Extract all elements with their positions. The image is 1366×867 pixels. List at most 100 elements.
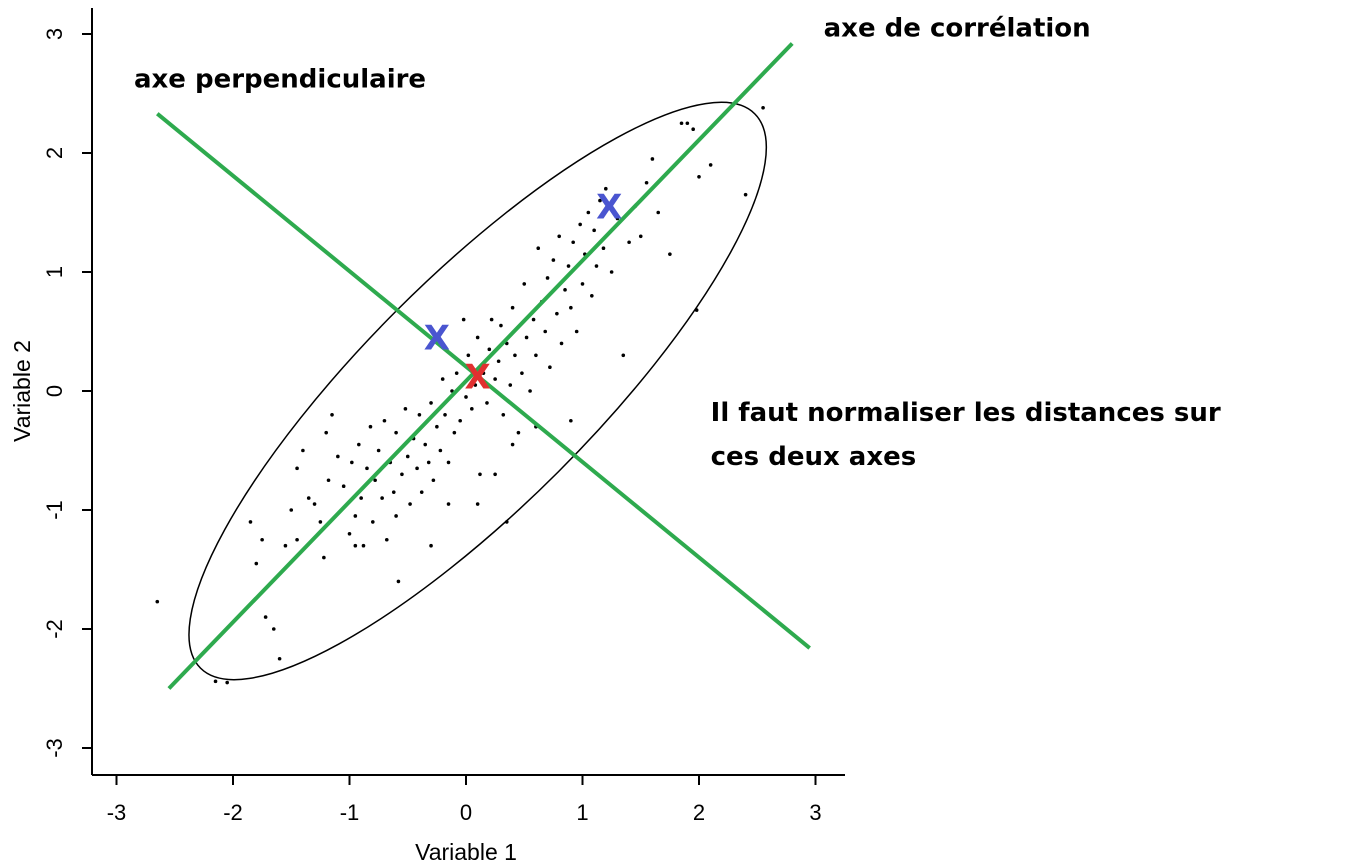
scatter-point-37	[394, 430, 398, 435]
scatter-points	[155, 105, 765, 685]
scatter-point-72	[496, 359, 501, 364]
scatter-point-58	[454, 371, 459, 375]
scatter-point-13	[306, 496, 311, 500]
scatter-point-139	[353, 543, 358, 548]
scatter-point-82	[524, 335, 529, 340]
scatter-point-17	[326, 478, 331, 483]
x-tick-label-2: -1	[340, 800, 360, 825]
annotation-1: axe perpendiculaire	[134, 65, 426, 95]
scatter-point-22	[350, 460, 354, 465]
y-tick-label-2: -1	[42, 500, 67, 520]
scatter-point-32	[380, 496, 384, 500]
scatter-point-113	[627, 240, 631, 245]
scatter-point-1	[213, 679, 218, 684]
axes	[82, 8, 845, 785]
scatter-point-74	[501, 413, 506, 417]
axis-lines-group	[156, 42, 811, 690]
y-tick-label-5: 2	[42, 147, 67, 159]
scatter-point-100	[578, 222, 582, 227]
scatter-point-83	[528, 389, 532, 393]
scatter-point-109	[604, 186, 608, 191]
scatter-point-122	[691, 127, 695, 131]
scatter-point-24	[357, 442, 361, 447]
scatter-point-91	[551, 258, 556, 262]
scatter-point-104	[590, 294, 594, 298]
scatter-point-85	[534, 353, 538, 358]
scatter-point-9	[283, 543, 288, 548]
scatter-point-77	[510, 305, 515, 310]
scatter-point-116	[644, 180, 649, 185]
scatter-point-25	[359, 496, 363, 500]
scatter-point-5	[260, 537, 264, 542]
scatter-point-78	[513, 353, 517, 358]
scatter-point-136	[510, 442, 515, 447]
scatter-point-67	[481, 371, 486, 375]
scatter-point-21	[347, 532, 352, 536]
scatter-point-111	[615, 216, 620, 221]
scatter-point-137	[569, 418, 573, 423]
scatter-point-19	[336, 454, 340, 459]
scatter-point-89	[545, 276, 550, 280]
y-tick-label-0: -3	[42, 738, 67, 758]
scatter-point-51	[435, 424, 439, 429]
scatter-point-98	[571, 240, 575, 245]
annotation-2: Il faut normaliser les distances sur	[711, 398, 1221, 428]
scatter-point-117	[650, 157, 655, 161]
tick-labels: -3 -2 -1 0 1 2 3 -3 -2 -1 0 1 2 3	[42, 28, 822, 825]
scatter-point-15	[318, 520, 323, 524]
scatter-point-94	[559, 341, 564, 346]
scatter-point-68	[485, 401, 489, 405]
scatter-point-107	[598, 198, 602, 203]
scatter-point-66	[478, 472, 482, 477]
scatter-point-121	[685, 121, 690, 126]
scatter-point-103	[586, 210, 591, 215]
scatter-point-33	[382, 418, 387, 423]
scatter-point-18	[330, 413, 334, 417]
scatter-point-63	[470, 407, 474, 411]
scatter-point-115	[638, 234, 643, 239]
scatter-point-135	[446, 502, 451, 506]
scatter-point-93	[557, 234, 561, 239]
scatter-point-76	[508, 383, 513, 387]
scatter-point-86	[536, 246, 541, 250]
x-marker-2: X	[465, 358, 491, 398]
scatter-point-53	[440, 377, 445, 381]
scatter-point-39	[400, 472, 404, 477]
scatter-point-10	[289, 508, 294, 512]
scatter-point-30	[373, 478, 377, 483]
scatter-point-36	[391, 490, 396, 494]
scatter-point-133	[324, 430, 329, 435]
scatter-point-129	[475, 502, 480, 506]
scatter-point-14	[312, 502, 317, 506]
scatter-point-42	[408, 502, 412, 506]
x-marker-1: X	[596, 188, 622, 228]
scatter-point-127	[761, 105, 765, 110]
scatter-point-99	[574, 329, 579, 334]
scatter-point-28	[368, 424, 373, 429]
x-tick-label-4: 1	[576, 800, 588, 825]
x-tick-label-1: -2	[223, 800, 243, 825]
scatter-point-2	[225, 680, 229, 685]
scatter-point-132	[295, 537, 299, 542]
scatter-point-64	[473, 383, 478, 387]
scatter-point-90	[548, 365, 552, 370]
scatter-point-62	[466, 353, 471, 358]
scatter-point-29	[371, 520, 375, 524]
scatter-point-50	[431, 478, 436, 483]
scatter-point-34	[384, 537, 389, 542]
scatter-point-110	[609, 270, 614, 274]
scatter-point-81	[522, 282, 527, 286]
scatter-point-16	[322, 555, 326, 560]
scatter-point-138	[394, 514, 398, 518]
scatter-point-11	[295, 466, 299, 471]
scatter-point-41	[405, 454, 410, 459]
scatter-point-38	[396, 579, 401, 584]
scatter-point-27	[365, 466, 369, 471]
scatter-point-105	[592, 228, 596, 233]
x-tick-label-3: 0	[460, 800, 472, 825]
scatter-point-45	[417, 413, 422, 417]
scatter-point-52	[438, 448, 443, 453]
scatter-point-55	[446, 460, 451, 465]
x-tick-label-6: 3	[809, 800, 821, 825]
scatter-point-4	[254, 561, 259, 566]
